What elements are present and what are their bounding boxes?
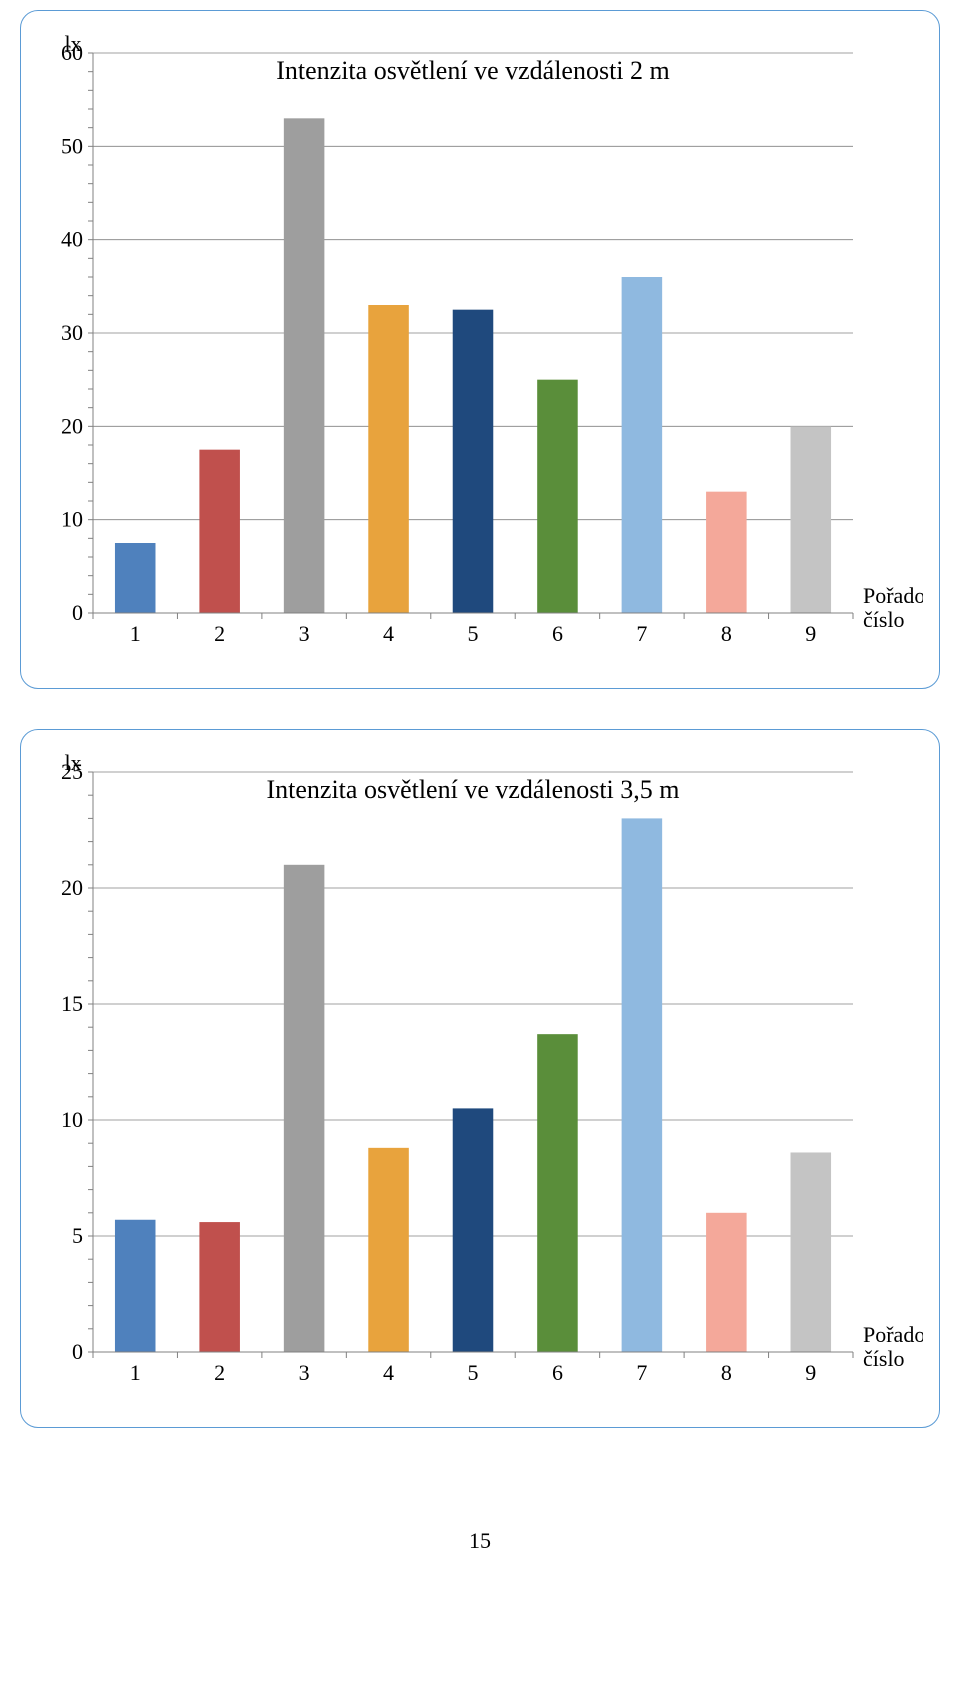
bar [537,380,578,613]
y-tick-label: 5 [72,1223,83,1248]
x-tick-label: 2 [214,621,225,646]
chart-card-2m: 0102030405060lx123456789Intenzita osvětl… [20,10,940,689]
x-tick-label: 2 [214,1360,225,1385]
x-tick-label: 6 [552,621,563,646]
bar [453,1108,494,1352]
y-tick-label: 30 [61,320,83,345]
chart-3-5m: 0510152025lx123456789Intenzita osvětlení… [37,750,923,1397]
y-tick-label: 10 [61,1107,83,1132]
page: 0102030405060lx123456789Intenzita osvětl… [0,10,960,1594]
x-tick-label: 3 [299,1360,310,1385]
y-tick-label: 15 [61,991,83,1016]
x-tick-label: 8 [721,1360,732,1385]
bar [115,1220,156,1352]
x-tick-label: 6 [552,1360,563,1385]
bar [368,1148,409,1352]
x-tick-label: 3 [299,621,310,646]
x-tick-label: 1 [130,1360,141,1385]
x-tick-label: 5 [468,1360,479,1385]
chart-svg: 0510152025lx123456789Intenzita osvětlení… [37,750,923,1392]
bar [706,492,747,613]
bar [284,865,325,1352]
x-axis-legend: číslo [863,1346,905,1371]
x-tick-label: 9 [805,621,816,646]
bar [791,426,832,613]
y-tick-label: 50 [61,133,83,158]
page-number: 15 [0,1528,960,1554]
x-axis-legend: Pořadové [863,583,923,608]
x-tick-label: 7 [636,621,647,646]
bar [791,1152,832,1352]
x-tick-label: 9 [805,1360,816,1385]
y-tick-label: 20 [61,413,83,438]
x-tick-label: 1 [130,621,141,646]
bar [622,818,663,1352]
chart-card-3-5m: 0510152025lx123456789Intenzita osvětlení… [20,729,940,1428]
chart-title: Intenzita osvětlení ve vzdálenosti 3,5 m [267,775,680,804]
y-axis-unit: lx [64,750,81,775]
bar [453,310,494,613]
bar [284,118,325,613]
y-axis-unit: lx [64,31,81,56]
chart-2m: 0102030405060lx123456789Intenzita osvětl… [37,31,923,658]
x-tick-label: 4 [383,621,394,646]
x-tick-label: 8 [721,621,732,646]
bar [199,1222,240,1352]
bar [537,1034,578,1352]
x-tick-label: 4 [383,1360,394,1385]
bar [115,543,156,613]
y-tick-label: 0 [72,1339,83,1364]
bar [706,1213,747,1352]
x-axis-legend: číslo [863,607,905,632]
y-tick-label: 40 [61,227,83,252]
y-tick-label: 10 [61,507,83,532]
bar [368,305,409,613]
bar [199,450,240,613]
chart-svg: 0102030405060lx123456789Intenzita osvětl… [37,31,923,653]
y-tick-label: 0 [72,600,83,625]
x-axis-legend: Pořadové [863,1322,923,1347]
chart-title: Intenzita osvětlení ve vzdálenosti 2 m [276,56,670,85]
x-tick-label: 7 [636,1360,647,1385]
bar [622,277,663,613]
y-tick-label: 20 [61,875,83,900]
x-tick-label: 5 [468,621,479,646]
